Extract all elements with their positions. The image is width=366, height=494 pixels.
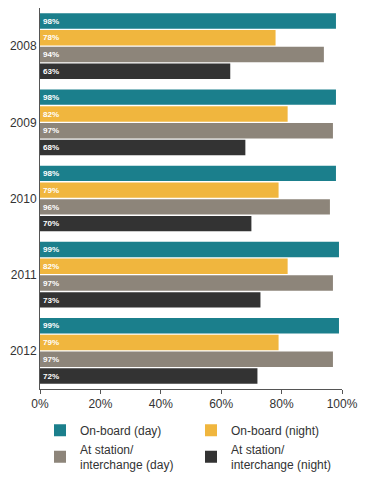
svg-text:98%: 98% xyxy=(43,17,59,26)
svg-text:100%: 100% xyxy=(327,397,358,411)
svg-text:79%: 79% xyxy=(43,338,59,347)
svg-text:80%: 80% xyxy=(270,397,294,411)
svg-text:78%: 78% xyxy=(43,33,59,42)
svg-text:68%: 68% xyxy=(43,143,59,152)
svg-text:79%: 79% xyxy=(43,186,59,195)
svg-text:20%: 20% xyxy=(88,397,112,411)
svg-text:97%: 97% xyxy=(43,279,59,288)
svg-text:At station/interchange (night): At station/interchange (night) xyxy=(231,443,331,473)
svg-text:94%: 94% xyxy=(43,50,59,59)
svg-text:On-board (night): On-board (night) xyxy=(231,424,319,438)
svg-text:97%: 97% xyxy=(43,355,59,364)
svg-text:0%: 0% xyxy=(31,397,49,411)
svg-text:At station/interchange (day): At station/interchange (day) xyxy=(80,443,173,473)
svg-text:97%: 97% xyxy=(43,126,59,135)
svg-text:2010: 2010 xyxy=(10,192,37,206)
svg-text:70%: 70% xyxy=(43,219,59,228)
svg-text:82%: 82% xyxy=(43,110,59,119)
svg-text:73%: 73% xyxy=(43,296,59,305)
svg-text:2011: 2011 xyxy=(11,268,37,282)
svg-text:98%: 98% xyxy=(43,169,59,178)
svg-text:96%: 96% xyxy=(43,203,59,212)
svg-text:2008: 2008 xyxy=(10,39,37,53)
svg-text:60%: 60% xyxy=(209,397,233,411)
svg-text:2012: 2012 xyxy=(10,344,37,358)
svg-text:On-board (day): On-board (day) xyxy=(80,424,161,438)
svg-text:98%: 98% xyxy=(43,93,59,102)
svg-text:2009: 2009 xyxy=(10,116,37,130)
svg-text:72%: 72% xyxy=(43,372,59,381)
svg-text:82%: 82% xyxy=(43,262,59,271)
svg-text:99%: 99% xyxy=(43,321,59,330)
svg-text:63%: 63% xyxy=(43,67,59,76)
svg-text:99%: 99% xyxy=(43,245,59,254)
svg-text:40%: 40% xyxy=(149,397,173,411)
